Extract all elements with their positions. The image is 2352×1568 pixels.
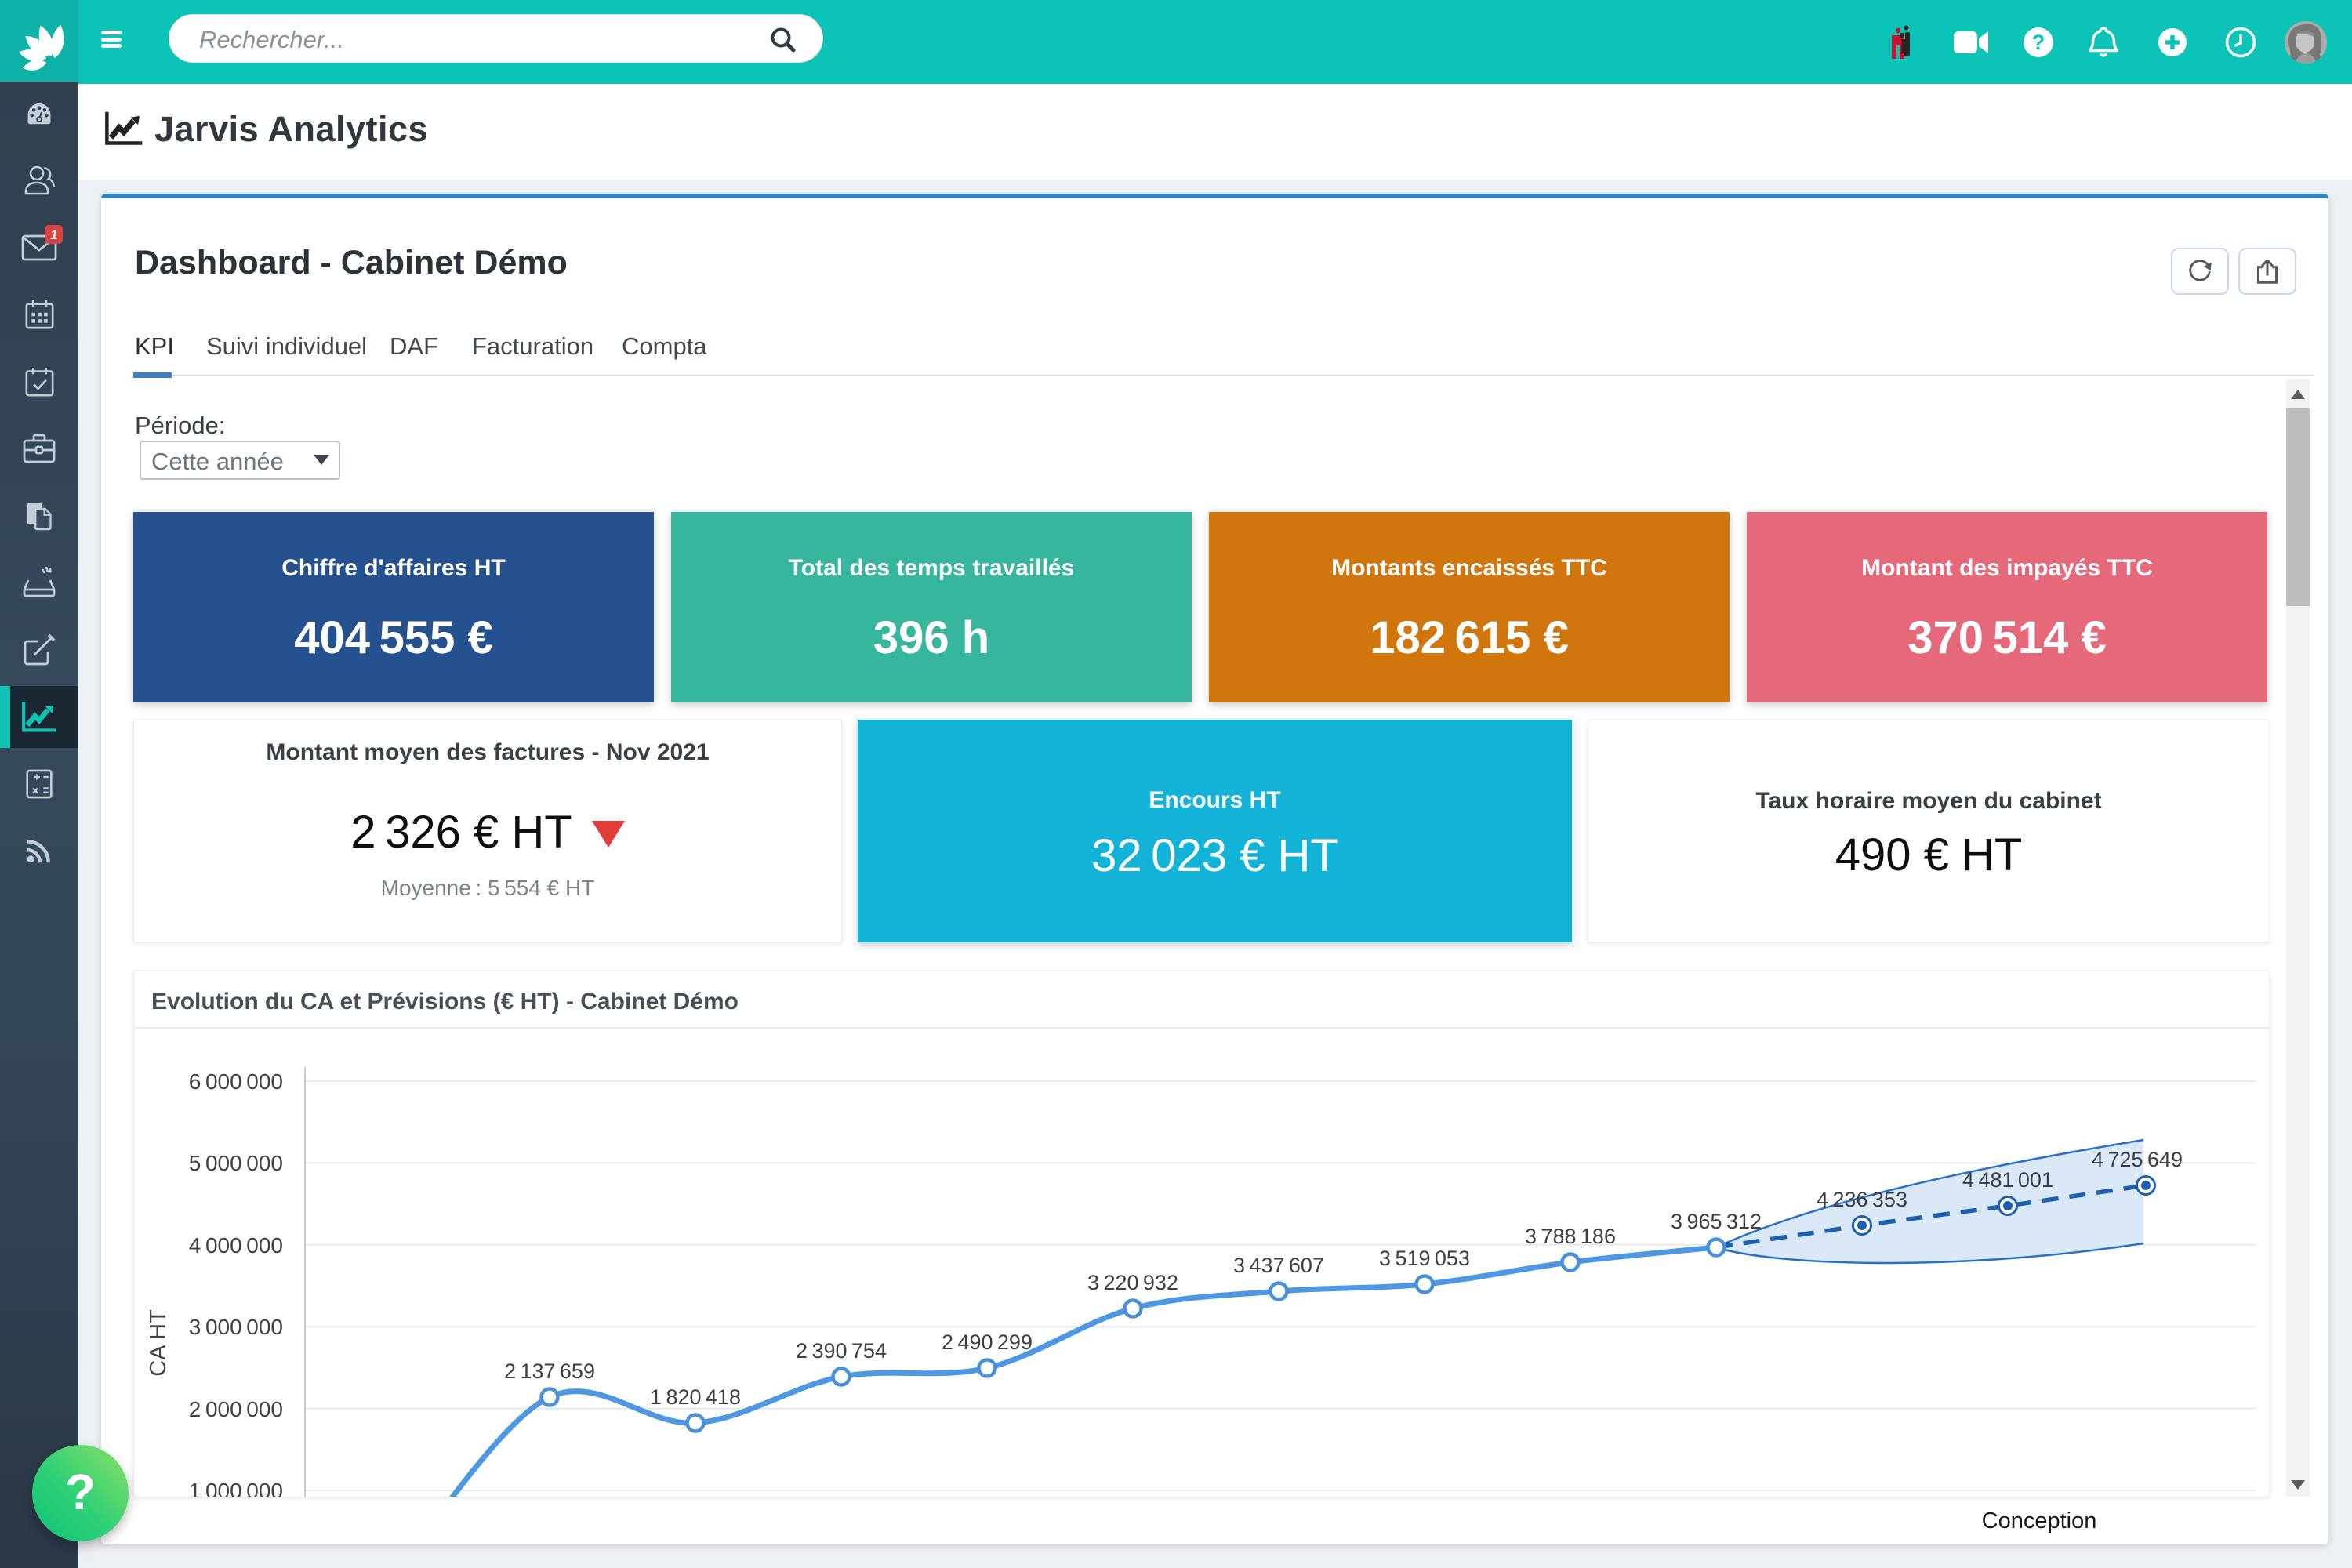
- svg-text:1 820 418: 1 820 418: [650, 1385, 741, 1409]
- svg-text:4 000 000: 4 000 000: [189, 1233, 283, 1258]
- svg-text:3 788 186: 3 788 186: [1525, 1225, 1616, 1248]
- svg-text:2 000 000: 2 000 000: [189, 1397, 283, 1421]
- svg-text:4 725 649: 4 725 649: [2092, 1148, 2183, 1171]
- svg-text:3 519 053: 3 519 053: [1379, 1247, 1470, 1270]
- svg-text:3 437 607: 3 437 607: [1233, 1254, 1324, 1277]
- svg-text:3 220 932: 3 220 932: [1087, 1271, 1178, 1294]
- svg-text:3 965 312: 3 965 312: [1671, 1210, 1762, 1233]
- svg-text:4 236 353: 4 236 353: [1817, 1188, 1907, 1211]
- svg-text:2 390 754: 2 390 754: [796, 1339, 887, 1363]
- svg-text:?: ?: [2032, 31, 2045, 54]
- svg-text:4 481 001: 4 481 001: [1962, 1168, 2053, 1192]
- svg-text:1: 1: [50, 227, 57, 242]
- svg-text:1 000 000: 1 000 000: [189, 1479, 283, 1497]
- svg-text:2 137 659: 2 137 659: [504, 1359, 595, 1383]
- svg-text:2 490 299: 2 490 299: [942, 1330, 1033, 1354]
- svg-text:3 000 000: 3 000 000: [189, 1315, 283, 1339]
- svg-text:6 000 000: 6 000 000: [189, 1069, 283, 1094]
- svg-text:CA HT: CA HT: [146, 1309, 171, 1377]
- svg-text:5 000 000: 5 000 000: [189, 1151, 283, 1175]
